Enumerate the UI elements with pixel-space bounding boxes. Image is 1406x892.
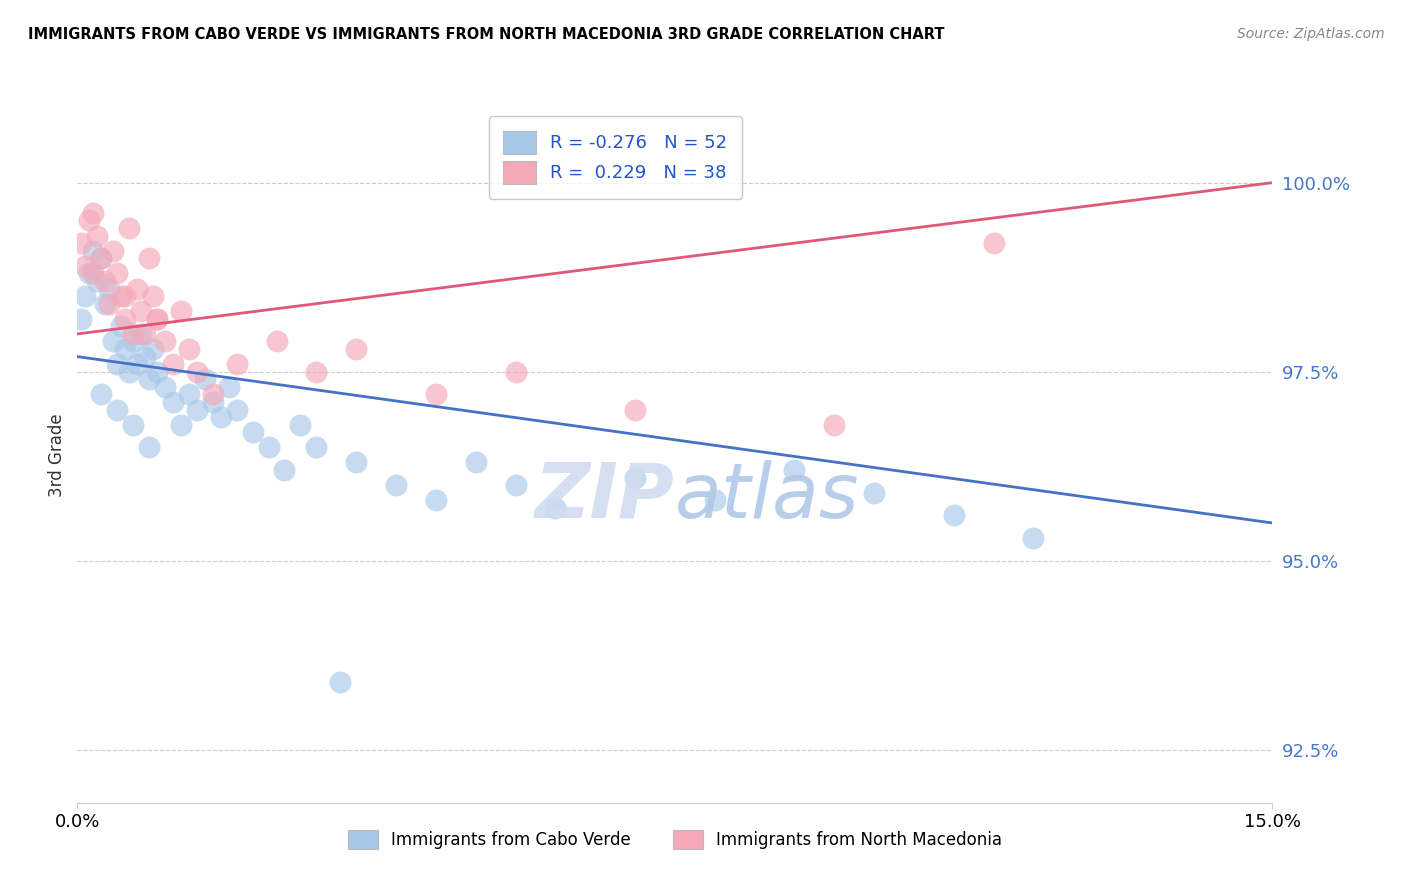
Point bbox=[82, 244, 104, 258]
Point bbox=[122, 326, 145, 341]
Point bbox=[105, 267, 128, 281]
Point bbox=[105, 357, 128, 371]
Point bbox=[134, 326, 156, 341]
Point bbox=[142, 342, 165, 356]
Point bbox=[186, 365, 208, 379]
Point bbox=[153, 334, 176, 349]
Point bbox=[624, 470, 647, 484]
Point bbox=[624, 402, 647, 417]
Point bbox=[70, 236, 93, 251]
Point bbox=[75, 289, 97, 303]
Point bbox=[122, 334, 145, 349]
Point bbox=[225, 402, 247, 417]
Point bbox=[464, 455, 486, 469]
Point bbox=[505, 365, 527, 379]
Point bbox=[186, 402, 208, 417]
Point bbox=[344, 455, 367, 469]
Point bbox=[942, 508, 965, 523]
Point bbox=[344, 342, 367, 356]
Point bbox=[242, 425, 264, 440]
Point bbox=[142, 289, 165, 303]
Point bbox=[177, 387, 200, 401]
Point bbox=[194, 372, 217, 386]
Text: IMMIGRANTS FROM CABO VERDE VS IMMIGRANTS FROM NORTH MACEDONIA 3RD GRADE CORRELAT: IMMIGRANTS FROM CABO VERDE VS IMMIGRANTS… bbox=[28, 27, 945, 42]
Point bbox=[170, 304, 193, 318]
Point bbox=[146, 311, 169, 326]
Point bbox=[103, 244, 124, 258]
Point bbox=[544, 500, 567, 515]
Point bbox=[783, 463, 806, 477]
Point bbox=[127, 281, 149, 295]
Point bbox=[110, 319, 132, 334]
Point bbox=[162, 395, 184, 409]
Point bbox=[209, 410, 232, 425]
Point bbox=[118, 221, 141, 235]
Point bbox=[305, 441, 328, 455]
Text: atlas: atlas bbox=[675, 459, 859, 533]
Point bbox=[823, 417, 845, 432]
Y-axis label: 3rd Grade: 3rd Grade bbox=[48, 413, 66, 497]
Point bbox=[90, 387, 112, 401]
Point bbox=[305, 365, 328, 379]
Point bbox=[863, 485, 886, 500]
Point bbox=[138, 372, 160, 386]
Point bbox=[98, 296, 121, 310]
Point bbox=[385, 478, 408, 492]
Point bbox=[90, 252, 112, 266]
Point bbox=[425, 493, 447, 508]
Point bbox=[98, 281, 121, 295]
Point bbox=[90, 252, 112, 266]
Point bbox=[129, 326, 152, 341]
Point bbox=[79, 267, 101, 281]
Point bbox=[86, 228, 108, 243]
Point bbox=[82, 267, 104, 281]
Point bbox=[103, 334, 124, 349]
Point bbox=[138, 252, 160, 266]
Point bbox=[266, 334, 288, 349]
Point bbox=[983, 236, 1005, 251]
Point bbox=[114, 342, 136, 356]
Point bbox=[201, 387, 224, 401]
Point bbox=[114, 311, 136, 326]
Point bbox=[201, 395, 224, 409]
Point bbox=[425, 387, 447, 401]
Point bbox=[290, 417, 312, 432]
Point bbox=[146, 365, 169, 379]
Point bbox=[79, 213, 101, 227]
Point bbox=[94, 296, 117, 310]
Point bbox=[105, 402, 128, 417]
Point bbox=[138, 441, 160, 455]
Point bbox=[257, 441, 280, 455]
Point bbox=[122, 417, 145, 432]
Point bbox=[86, 274, 108, 288]
Point bbox=[82, 206, 104, 220]
Point bbox=[94, 274, 117, 288]
Point bbox=[129, 304, 152, 318]
Point bbox=[1022, 531, 1045, 545]
Point bbox=[75, 259, 97, 273]
Point bbox=[505, 478, 527, 492]
Point bbox=[177, 342, 200, 356]
Point bbox=[225, 357, 247, 371]
Legend: Immigrants from Cabo Verde, Immigrants from North Macedonia: Immigrants from Cabo Verde, Immigrants f… bbox=[339, 822, 1011, 857]
Point bbox=[134, 350, 156, 364]
Point bbox=[153, 380, 176, 394]
Point bbox=[146, 311, 169, 326]
Point bbox=[127, 357, 149, 371]
Point bbox=[329, 674, 352, 689]
Point bbox=[218, 380, 240, 394]
Point bbox=[703, 493, 725, 508]
Point bbox=[114, 289, 136, 303]
Point bbox=[70, 311, 93, 326]
Point bbox=[162, 357, 184, 371]
Point bbox=[118, 365, 141, 379]
Point bbox=[110, 289, 132, 303]
Text: Source: ZipAtlas.com: Source: ZipAtlas.com bbox=[1237, 27, 1385, 41]
Point bbox=[170, 417, 193, 432]
Text: ZIP: ZIP bbox=[536, 459, 675, 533]
Point bbox=[273, 463, 295, 477]
